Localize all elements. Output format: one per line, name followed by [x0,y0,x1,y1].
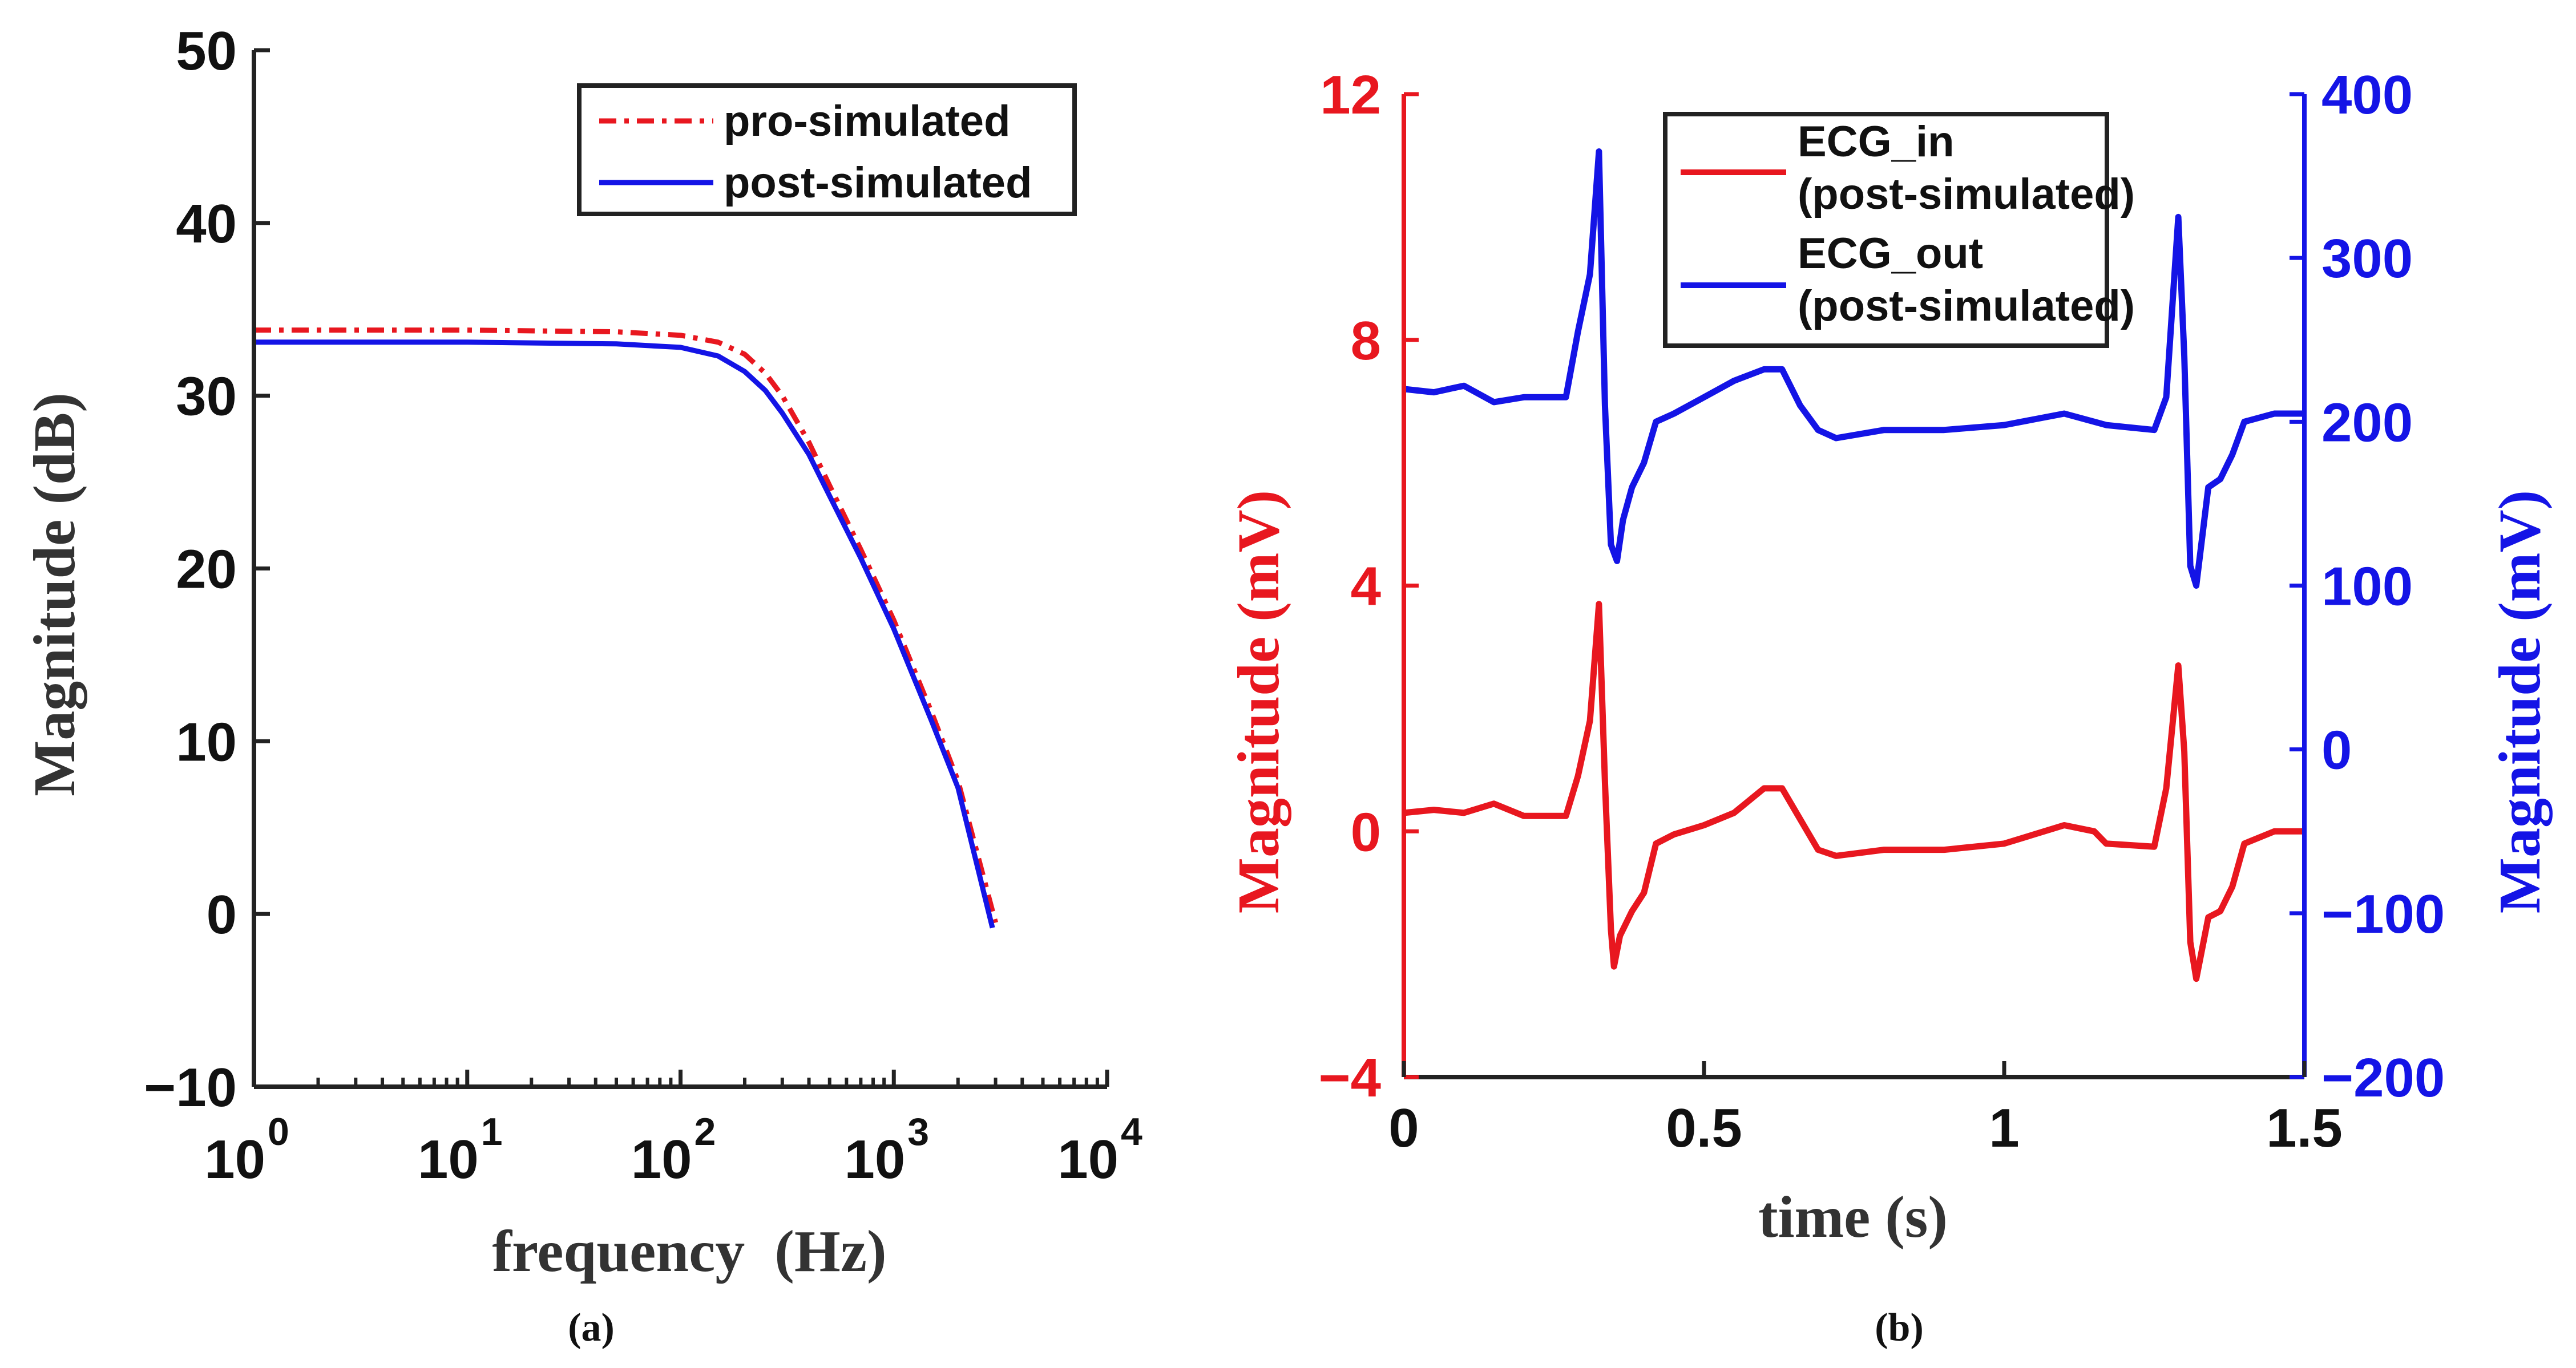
chart-b-ylabel-left: Magnitude (mV) [1226,490,1291,913]
chart-b-series [1403,148,2304,982]
chart-b-y-left-tick-label: 12 [1320,64,1381,126]
chart-b-legend-label-ecg-in-line2: (post-simulated) [1798,170,2135,218]
chart-b-y-right-tick-label: 200 [2321,392,2413,453]
chart-b-series-ecg-in [1403,601,2304,982]
chart-a-x-tick-label: 10 0 [204,1110,289,1190]
chart-b-legend-label-ecg-out-line2: (post-simulated) [1798,282,2135,330]
chart-a-x-tick-label: 10 1 [418,1110,503,1190]
chart-a-x-tick-label-base: 10 [844,1129,905,1190]
chart-b-y-right-tick-label: 300 [2321,228,2413,289]
chart-a-legend-box [577,83,1077,216]
chart-a-panel-label: (a) [568,1306,615,1350]
chart-b-y-right-tick-label: 100 [2321,556,2413,617]
chart-a-series [254,327,998,929]
chart-a-x-tick-label: 10 4 [1057,1110,1142,1190]
chart-a-x-tick-label-base: 10 [418,1129,479,1190]
chart-a-x-tick-label-base: 10 [631,1129,692,1190]
chart-b-y-right-tick-label: 0 [2321,720,2352,781]
chart-b-ylabel-right: Magnitude (mV) [2487,490,2553,913]
chart-b-y-left-tick-label: 4 [1351,556,1381,617]
chart-a-y-tick-label: 50 [176,21,237,82]
chart-a-x-tick-label-exponent: 2 [695,1110,716,1154]
chart-a-x-tick-label-exponent: 4 [1121,1110,1142,1154]
chart-a-series-pro-simulated [254,327,998,924]
chart-b-x-tick-label: 0.5 [1666,1098,1742,1159]
chart-a-xlabel: frequency (Hz) [492,1219,886,1284]
chart-b-y-right-tick-label: −100 [2321,884,2445,945]
chart-b-xlabel: time (s) [1758,1184,1948,1250]
chart-b-panel-label: (b) [1875,1306,1924,1350]
chart-a-x-tick-label-exponent: 3 [907,1110,929,1154]
chart-a-x-tick-label: 10 2 [631,1110,716,1190]
chart-b-y-right-tick-label: 400 [2321,64,2413,126]
chart-a-y-tick-label: −10 [144,1057,237,1118]
chart-a-legend-label-pro-simulated: pro-simulated [724,97,1011,145]
chart-b-legend-label-ecg-in-line1: ECG_in [1798,118,1955,166]
chart-a-x-tick-label-base: 10 [204,1129,265,1190]
chart-a-y-tick-label: 20 [176,539,237,600]
chart-a-x-tick-label-base: 10 [1057,1129,1119,1190]
chart-a-series-post-simulated [254,339,995,929]
chart-a-y-tick-label: 10 [176,711,237,772]
chart-b-legend-box [1663,112,2109,348]
chart-a-y-tick-label: 0 [207,884,237,945]
chart-b-x-tick-label: 0 [1388,1098,1419,1159]
chart-a-x-tick-label: 10 3 [844,1110,929,1190]
chart-b-legend-label-ecg-out-line1: ECG_out [1798,229,1983,278]
chart-a-legend: pro-simulated post-simulated [577,83,1077,216]
chart-a-legend-label-post-simulated: post-simulated [724,159,1032,207]
chart-b-legend: ECG_in (post-simulated) ECG_out (post-si… [1663,112,2135,348]
chart-b-y-left-tick-label: 0 [1351,802,1381,863]
chart-b-x-tick-label: 1.5 [2266,1098,2342,1159]
chart-a-y-tick-label: 40 [176,193,237,254]
chart-b-y-left-tick-label: −4 [1319,1047,1381,1108]
chart-a-ylabel: Magnitude (dB) [22,392,87,796]
chart-b-y-right-tick-label: −200 [2321,1047,2445,1108]
chart-a-x-tick-label-exponent: 1 [481,1110,503,1154]
chart-b-x-tick-label: 1 [1989,1098,2019,1159]
chart-a-y-tick-label: 30 [176,366,237,427]
chart-b-series-ecg-out [1403,148,2304,589]
chart-a-x-tick-label-exponent: 0 [268,1110,289,1154]
chart-b-y-left-tick-label: 8 [1351,310,1381,371]
